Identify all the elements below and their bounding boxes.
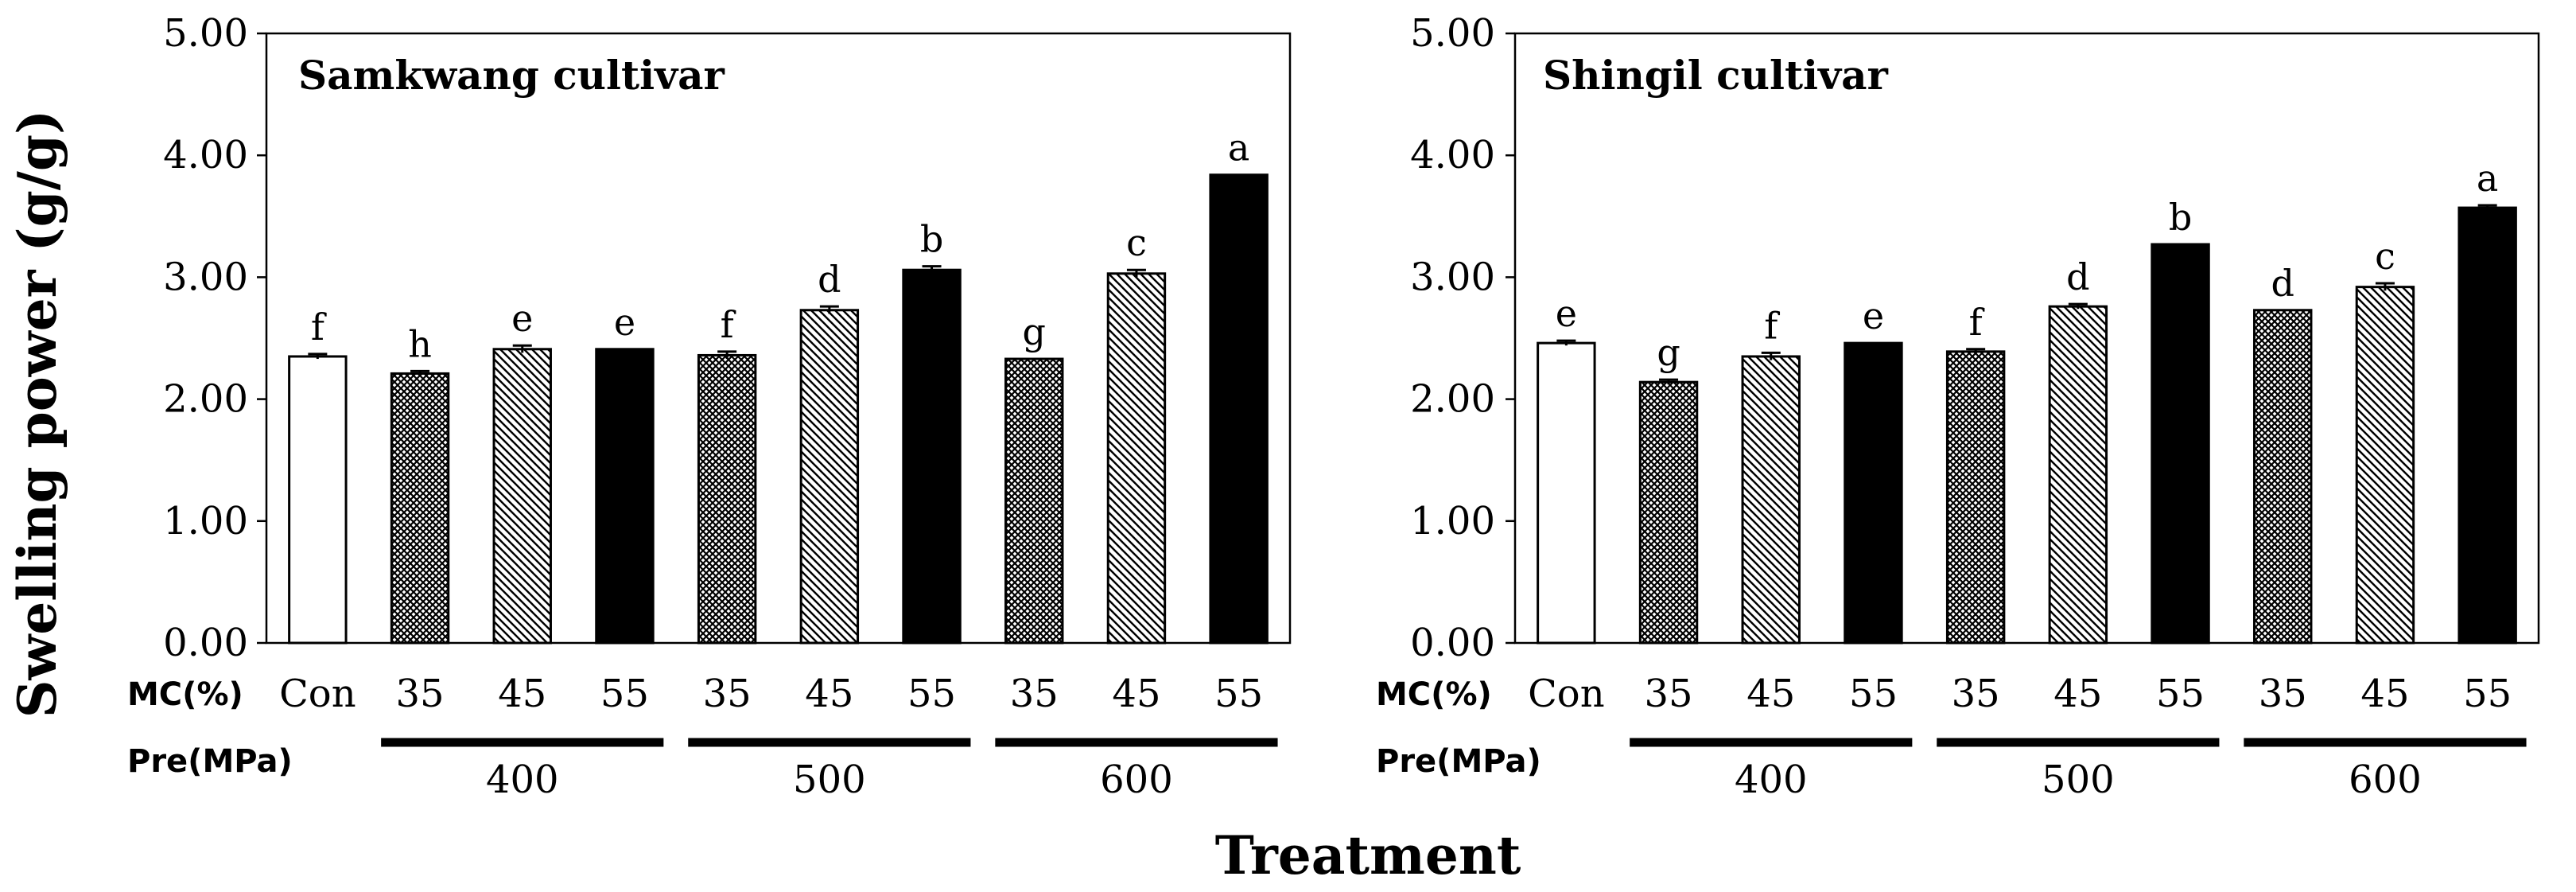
y-tick-label: 2.00 xyxy=(1410,377,1495,422)
bar xyxy=(1741,355,1801,645)
bar xyxy=(2355,286,2415,645)
significance-letter: g xyxy=(1657,331,1680,374)
significance-letter: d xyxy=(2066,255,2089,298)
significance-letter: c xyxy=(2375,235,2395,278)
category-label: 55 xyxy=(907,672,956,716)
category-label: 45 xyxy=(498,672,546,716)
y-axis-title: Swelling power (g/g) xyxy=(6,110,68,718)
y-tick-label: 5.00 xyxy=(1410,11,1495,56)
bar xyxy=(799,309,860,645)
category-label: 55 xyxy=(1849,672,1898,716)
significance-letter: b xyxy=(2169,196,2192,239)
bar xyxy=(902,268,962,645)
y-tick-label: 4.00 xyxy=(1410,133,1495,177)
category-label: 55 xyxy=(2156,672,2205,716)
pressure-group-label: 500 xyxy=(793,758,866,802)
panel-title: Samkwang cultivar xyxy=(298,52,725,99)
bar xyxy=(1638,380,1699,645)
category-label: 45 xyxy=(1746,672,1795,716)
category-label: 55 xyxy=(600,672,649,716)
y-tick-label: 1.00 xyxy=(1410,499,1495,543)
bar xyxy=(1004,357,1064,645)
category-label: 35 xyxy=(1645,672,1693,716)
plot-frame xyxy=(1513,32,2540,645)
significance-letter: e xyxy=(1556,292,1577,335)
category-label: 45 xyxy=(2053,672,2102,716)
bar xyxy=(1209,173,1269,645)
plot-frame xyxy=(265,32,1292,645)
x-axis-title: Treatment xyxy=(1215,824,1521,886)
category-label: 35 xyxy=(703,672,752,716)
significance-letter: d xyxy=(818,258,841,301)
pressure-group-label: 400 xyxy=(1735,758,1808,802)
significance-letter: f xyxy=(311,306,327,349)
pressure-group-label: 400 xyxy=(486,758,559,802)
bar xyxy=(1945,350,2006,645)
pressure-group-label: 500 xyxy=(2042,758,2115,802)
significance-letter: h xyxy=(408,322,432,365)
category-label: 55 xyxy=(1214,672,1263,716)
y-tick-label: 4.00 xyxy=(163,133,248,177)
bar xyxy=(1844,341,1903,645)
bar xyxy=(2151,243,2210,645)
category-label: Con xyxy=(1528,672,1605,716)
category-label: 35 xyxy=(1010,672,1059,716)
significance-letter: d xyxy=(2271,262,2294,305)
category-label: 45 xyxy=(805,672,853,716)
y-tick-label: 1.00 xyxy=(163,499,248,543)
bar xyxy=(697,353,757,645)
significance-letter: g xyxy=(1023,310,1046,353)
y-tick-label: 3.00 xyxy=(1410,255,1495,299)
category-label: 45 xyxy=(1112,672,1160,716)
y-tick-label: 2.00 xyxy=(163,377,248,422)
y-tick-label: 3.00 xyxy=(163,255,248,299)
pressure-row-label: Pre(MPa) xyxy=(1376,743,1541,780)
significance-letter: c xyxy=(1126,221,1147,264)
mc-row-label: MC(%) xyxy=(1376,676,1492,713)
bar xyxy=(2253,309,2313,645)
pressure-group-label: 600 xyxy=(2349,758,2422,802)
significance-letter: f xyxy=(1969,301,1985,344)
significance-letter: e xyxy=(614,301,635,344)
category-label: 45 xyxy=(2360,672,2409,716)
pressure-group-label: 600 xyxy=(1100,758,1173,802)
category-label: 35 xyxy=(2259,672,2307,716)
bar xyxy=(288,355,348,645)
pressure-row-label: Pre(MPa) xyxy=(127,743,293,780)
significance-letter: b xyxy=(920,218,943,261)
samkwang-panel: Samkwang cultivar 0.00 1.00 2.00 3.00 4.00 5.0… xyxy=(127,11,1292,802)
bar xyxy=(2457,206,2517,645)
mc-row-label: MC(%) xyxy=(127,676,243,713)
category-label: 55 xyxy=(2463,672,2512,716)
bar xyxy=(595,348,655,645)
significance-letter: e xyxy=(1863,294,1884,337)
significance-letter: e xyxy=(511,297,533,340)
significance-letter: a xyxy=(2477,157,2498,200)
category-label: 35 xyxy=(1952,672,2000,716)
significance-letter: f xyxy=(1764,304,1780,347)
bar xyxy=(390,372,450,645)
bar xyxy=(492,348,552,645)
y-tick-label: 0.00 xyxy=(163,621,248,665)
bar xyxy=(2048,305,2108,645)
bar xyxy=(1537,341,1596,645)
category-label: 35 xyxy=(396,672,445,716)
shingil-panel: Shingil cultivar 0.00 1.00 2.00 3.00 4.00 5.00… xyxy=(1376,11,2540,802)
category-label: Con xyxy=(279,672,356,716)
significance-letter: a xyxy=(1228,127,1249,169)
y-tick-label: 5.00 xyxy=(163,11,248,56)
y-tick-label: 0.00 xyxy=(1410,621,1495,665)
significance-letter: f xyxy=(721,303,736,346)
panel-title: Shingil cultivar xyxy=(1543,52,1888,99)
bar xyxy=(1106,272,1167,645)
